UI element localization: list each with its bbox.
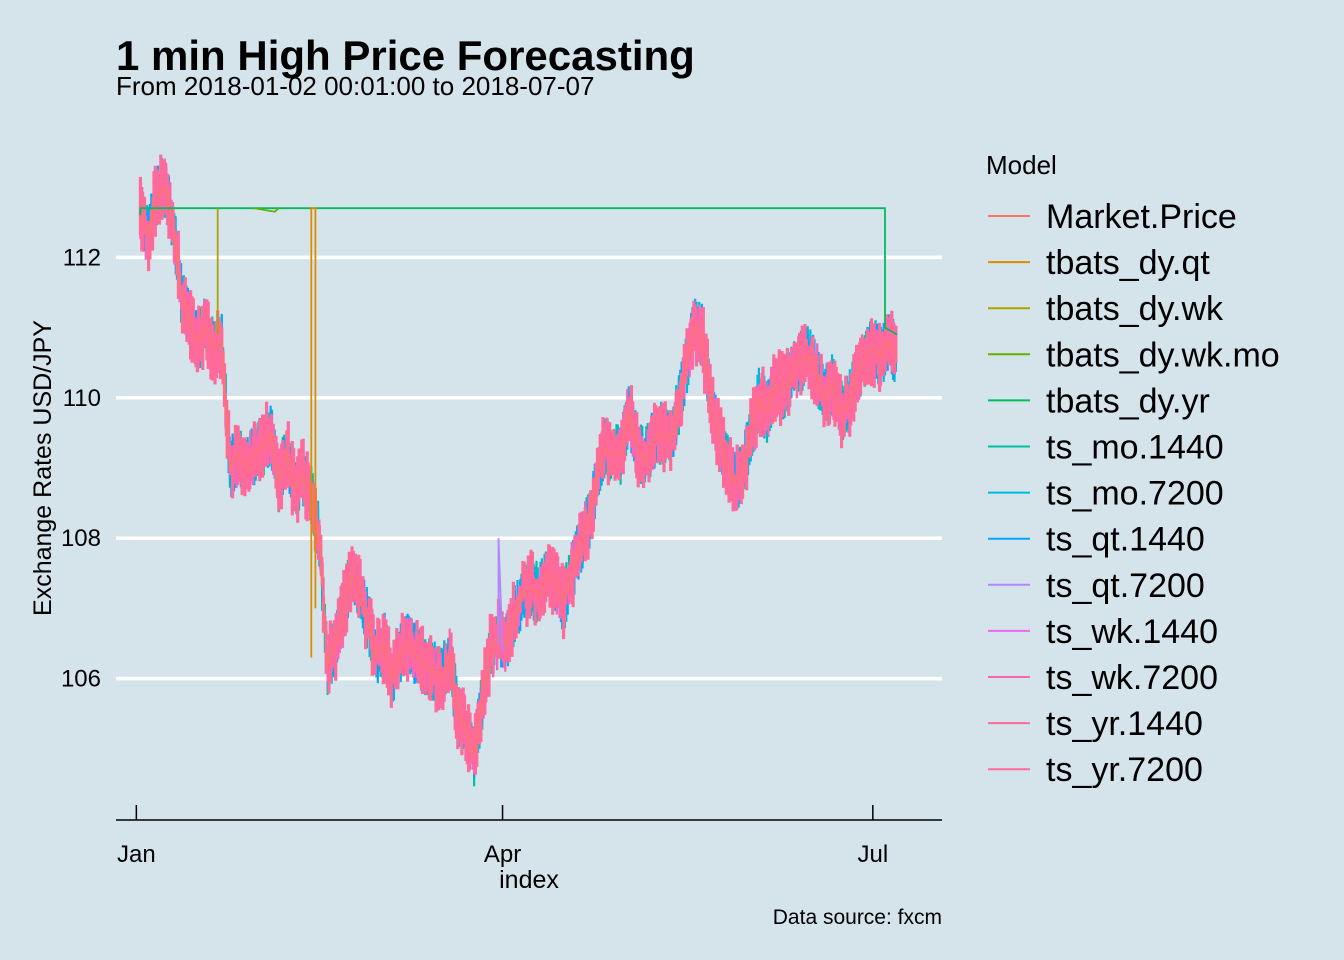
legend-label: tbats_dy.yr	[1046, 382, 1210, 420]
legend-item: ts_qt.7200	[988, 567, 1205, 605]
series-tbats_dy-yr-path	[139, 207, 898, 336]
legend-label: ts_mo.1440	[1046, 429, 1224, 467]
x-tick-label: Jan	[117, 841, 156, 868]
legend-item: tbats_dy.qt	[988, 244, 1210, 282]
legend-item: ts_wk.1440	[988, 613, 1218, 651]
data-source-caption: Data source: fxcm	[773, 906, 942, 929]
legend-label: ts_qt.7200	[1046, 567, 1205, 605]
series-tbats_dy-qt-path	[310, 207, 317, 658]
legend: Market.Price tbats_dy.qt tbats_dy.wk tbats_…	[988, 198, 1280, 789]
y-tick-label: 106	[61, 666, 101, 693]
legend-label: Market.Price	[1046, 198, 1237, 236]
grid-lines	[116, 255, 942, 681]
y-axis-label: Exchange Rates USD/JPY	[29, 320, 57, 616]
legend-label: tbats_dy.wk	[1046, 290, 1224, 328]
legend-title: Model	[986, 150, 1057, 180]
series-Market-Price	[139, 185, 898, 757]
legend-item: ts_yr.7200	[988, 751, 1203, 789]
legend-label: ts_wk.7200	[1046, 659, 1218, 697]
legend-label: ts_qt.1440	[1046, 521, 1205, 559]
legend-label: tbats_dy.wk.mo	[1046, 336, 1280, 374]
y-tick-label: 108	[61, 525, 101, 552]
series-ts_qt-7200	[497, 538, 504, 651]
series-tbats_dy-qt	[310, 207, 317, 658]
y-tick-label: 112	[63, 244, 101, 271]
legend-label: ts_yr.1440	[1046, 705, 1203, 743]
legend-item: Market.Price	[988, 198, 1237, 236]
series-tbats_dy-wk-mo	[254, 207, 280, 213]
legend-item: ts_yr.1440	[988, 705, 1203, 743]
x-tick-label: Apr	[484, 841, 521, 868]
legend-label: ts_mo.7200	[1046, 475, 1224, 513]
series-tbats_dy-wk-mo-path	[254, 207, 280, 213]
series-layer	[138, 154, 898, 787]
legend-item: ts_wk.7200	[988, 659, 1218, 697]
chart-subtitle: From 2018-01-02 00:01:00 to 2018-07-07	[116, 71, 594, 101]
x-tick-label: Jul	[857, 841, 888, 868]
x-axis-label: index	[499, 866, 559, 894]
x-ticks: Jan Apr Jul	[117, 805, 888, 868]
legend-item: tbats_dy.yr	[988, 382, 1210, 420]
legend-item: ts_mo.1440	[988, 429, 1224, 467]
legend-item: ts_qt.1440	[988, 521, 1205, 559]
series-tbats_dy-yr	[139, 207, 898, 336]
legend-label: tbats_dy.qt	[1046, 244, 1210, 282]
y-tick-label: 110	[63, 385, 101, 412]
legend-item: tbats_dy.wk	[988, 290, 1224, 328]
legend-item: tbats_dy.wk.mo	[988, 336, 1280, 374]
legend-label: ts_yr.7200	[1046, 751, 1203, 789]
legend-label: ts_wk.1440	[1046, 613, 1218, 651]
legend-item: ts_mo.7200	[988, 475, 1224, 513]
series-Market-Price-path	[139, 185, 898, 757]
y-tick-labels: 106 108 110 112	[61, 244, 101, 692]
chart-title: 1 min High Price Forecasting	[116, 32, 695, 79]
series-ts_qt-7200-path	[497, 538, 504, 651]
